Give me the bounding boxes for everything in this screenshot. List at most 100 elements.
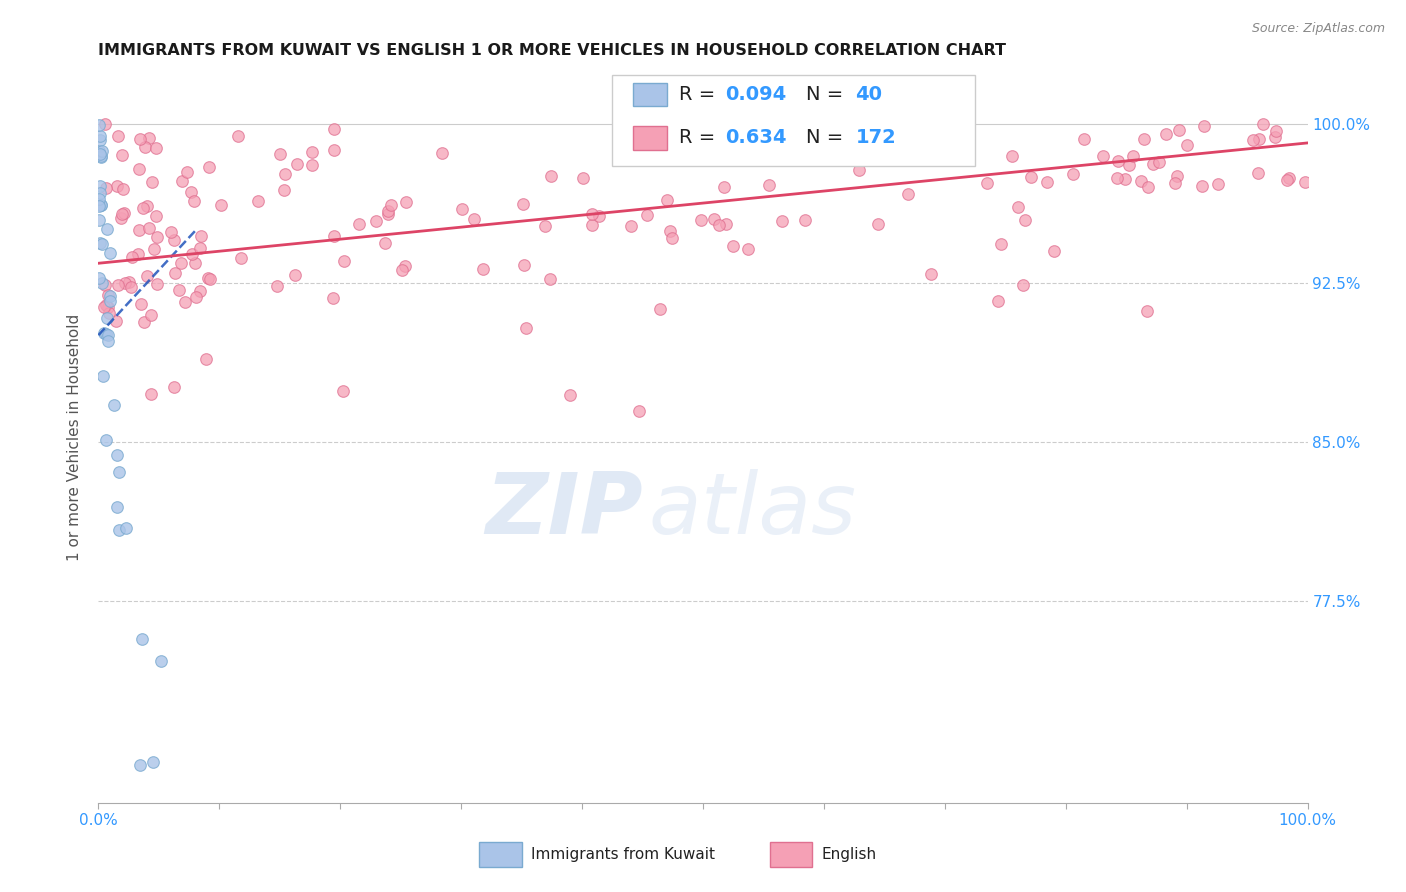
Point [333, 253, 356, 268]
Point [1241, 133, 1264, 147]
Text: ZIP: ZIP [485, 468, 643, 552]
Point [1014, 212, 1036, 227]
Text: IMMIGRANTS FROM KUWAIT VS ENGLISH 1 OR MORE VEHICLES IN HOUSEHOLD CORRELATION CH: IMMIGRANTS FROM KUWAIT VS ENGLISH 1 OR M… [98, 43, 1007, 58]
Point [184, 290, 207, 304]
Point [146, 277, 169, 291]
Point [229, 251, 252, 265]
Point [91, 368, 114, 383]
Point [1107, 154, 1129, 169]
Point [713, 179, 735, 194]
Point [1073, 131, 1095, 145]
Point [628, 403, 651, 417]
Point [111, 207, 134, 221]
Text: R =: R = [679, 128, 721, 147]
Point [1133, 131, 1156, 145]
Point [391, 262, 413, 277]
Point [323, 228, 346, 243]
Text: Immigrants from Kuwait: Immigrants from Kuwait [531, 847, 716, 862]
Point [146, 230, 169, 244]
Point [747, 124, 769, 138]
Y-axis label: 1 or more Vehicles in Household: 1 or more Vehicles in Household [67, 313, 83, 561]
Point [93, 300, 115, 314]
Point [98, 294, 121, 309]
Point [824, 126, 846, 140]
FancyBboxPatch shape [769, 842, 811, 867]
Point [90, 150, 112, 164]
Point [377, 204, 399, 219]
Point [94, 433, 117, 447]
Point [655, 193, 678, 207]
Point [990, 237, 1012, 252]
Text: atlas: atlas [648, 468, 856, 552]
Point [167, 283, 190, 297]
Point [1264, 124, 1286, 138]
Text: 0.094: 0.094 [724, 86, 786, 104]
Point [1295, 175, 1317, 189]
Point [394, 194, 416, 209]
Point [1092, 149, 1115, 163]
Point [163, 266, 186, 280]
Point [866, 217, 889, 231]
Point [247, 194, 270, 209]
Point [118, 275, 141, 289]
Point [180, 185, 202, 199]
Point [107, 278, 129, 293]
Point [572, 170, 595, 185]
Point [515, 321, 537, 335]
Point [128, 223, 150, 237]
Point [163, 233, 186, 247]
Point [349, 217, 371, 231]
Point [93, 326, 115, 341]
Point [976, 176, 998, 190]
Point [170, 256, 193, 270]
Point [97, 300, 120, 314]
Point [135, 199, 157, 213]
Point [194, 352, 217, 367]
Point [97, 328, 120, 343]
Point [143, 242, 166, 256]
Point [1135, 304, 1157, 318]
Point [190, 228, 212, 243]
Point [273, 183, 295, 197]
Point [897, 187, 920, 202]
Point [188, 285, 211, 299]
Point [120, 280, 142, 294]
Point [89, 133, 111, 147]
Point [450, 202, 472, 216]
Point [558, 388, 581, 402]
Point [90, 198, 112, 212]
Point [690, 213, 713, 227]
Point [588, 209, 610, 223]
Point [1147, 155, 1170, 169]
Point [794, 213, 817, 227]
FancyBboxPatch shape [633, 126, 666, 150]
Point [173, 295, 195, 310]
Point [138, 221, 160, 235]
Point [1000, 148, 1022, 162]
Point [1012, 278, 1035, 293]
Point [139, 308, 162, 322]
Point [198, 272, 221, 286]
Point [172, 174, 194, 188]
Point [848, 163, 870, 178]
Point [134, 140, 156, 154]
Point [1247, 132, 1270, 146]
Point [91, 236, 114, 251]
Point [581, 207, 603, 221]
Point [661, 231, 683, 245]
Point [135, 269, 157, 284]
Point [110, 211, 132, 225]
Point [285, 157, 308, 171]
Point [301, 158, 323, 172]
Point [1164, 176, 1187, 190]
Point [432, 146, 454, 161]
Point [269, 147, 291, 161]
Point [374, 236, 396, 251]
Point [1137, 179, 1160, 194]
Point [394, 260, 416, 274]
Point [108, 524, 131, 538]
Point [322, 291, 344, 305]
Point [463, 212, 485, 227]
Point [1175, 137, 1198, 152]
Point [111, 148, 134, 162]
